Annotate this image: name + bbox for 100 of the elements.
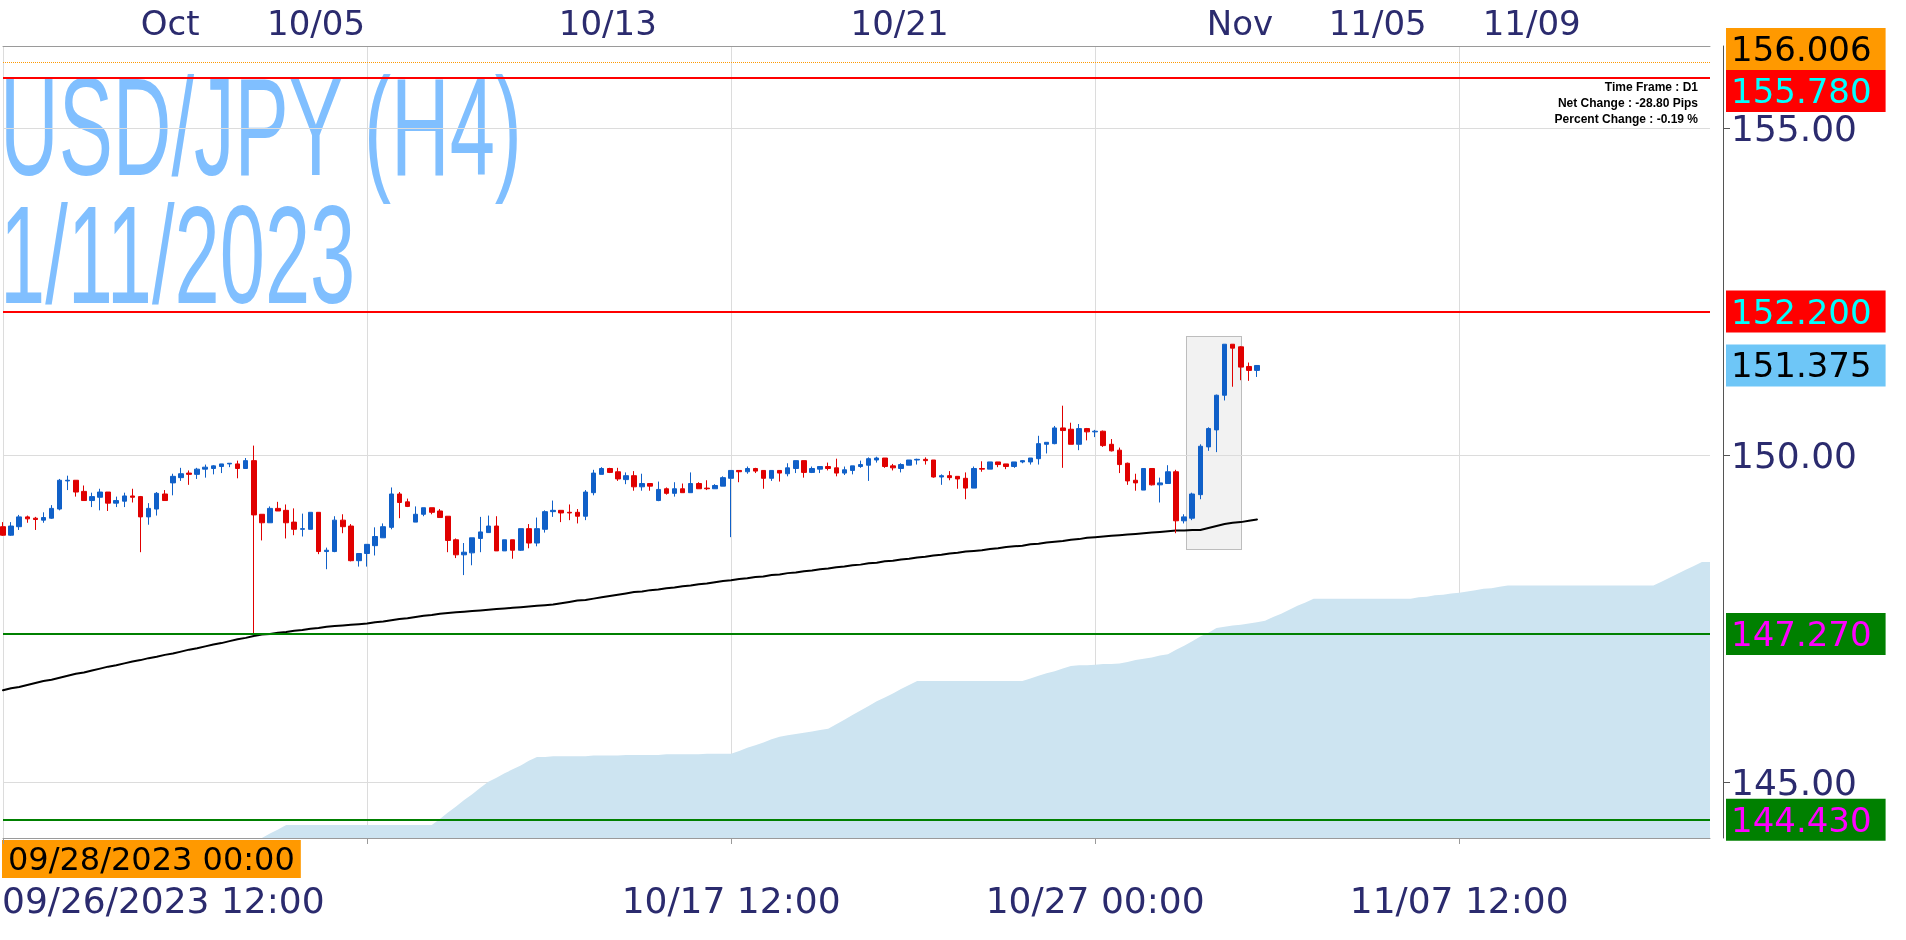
candlestick [1036, 435, 1041, 466]
y-tick-label: 150.00 [1731, 434, 1857, 476]
candlestick [890, 463, 896, 471]
text: 10/05 [267, 3, 366, 43]
candlestick [243, 457, 248, 469]
candlestick [1109, 438, 1114, 452]
text: 11/09 [1482, 3, 1581, 43]
annotation: Percent Change : -0.19 % [1554, 112, 1699, 126]
candlestick [1117, 447, 1122, 474]
candlestick [558, 509, 564, 523]
candlestick [300, 513, 305, 537]
candlestick [995, 461, 1001, 468]
candlestick [1149, 467, 1155, 486]
candlestick [987, 461, 993, 470]
candlestick [211, 464, 216, 475]
candlestick [421, 507, 426, 517]
candlestick [736, 469, 742, 483]
candlestick [623, 471, 629, 485]
annotation: Time Frame : D1 [1604, 80, 1699, 94]
candlestick [105, 491, 111, 512]
candlestick [534, 517, 540, 547]
candlestick [146, 502, 151, 526]
candlestick [1230, 343, 1235, 388]
candlestick [979, 460, 985, 473]
annotation: Net Change : -28.80 Pips [1557, 96, 1699, 110]
candlestick [809, 466, 815, 474]
candlestick [745, 466, 750, 475]
candlestick [939, 473, 944, 486]
candlestick [1133, 473, 1138, 492]
candlestick [429, 507, 435, 515]
candlestick [1214, 394, 1219, 453]
ref-line-label: 152.200 [1731, 291, 1872, 332]
candlestick [672, 481, 677, 498]
candlestick [348, 523, 354, 562]
candlestick [696, 481, 702, 490]
candlestick [41, 511, 46, 524]
candlestick [494, 515, 499, 552]
candlestick [785, 462, 790, 477]
text: 10/21 [850, 3, 949, 43]
candlestick [542, 509, 548, 534]
candlestick [947, 470, 952, 481]
candlestick [688, 471, 693, 494]
candlestick [267, 505, 273, 524]
text: 09/26/2023 12:00 [2, 879, 325, 921]
candlestick [372, 526, 378, 556]
candlestick [478, 516, 483, 553]
candlestick [130, 488, 135, 503]
candlestick [469, 537, 475, 566]
candlestick [1141, 467, 1146, 491]
candlestick [1028, 457, 1033, 466]
candlestick [49, 504, 54, 520]
line-series [2, 518, 1258, 692]
candlestick [235, 460, 240, 479]
candlestick [251, 445, 257, 635]
candlestick [906, 459, 912, 466]
candlestick [308, 511, 313, 530]
candlestick [445, 515, 451, 553]
candlestick [1084, 427, 1090, 441]
candlestick [8, 521, 14, 537]
candlestick [1198, 443, 1203, 500]
candlestick [575, 508, 580, 524]
candlestick [858, 460, 863, 469]
candlestick [413, 505, 418, 523]
candlestick [923, 456, 928, 466]
ref-line-label: 156.006 [1731, 29, 1872, 69]
candlestick [186, 469, 192, 486]
candlestick [154, 491, 159, 517]
candlestick [769, 469, 774, 482]
candlestick [461, 542, 467, 576]
candlestick [761, 469, 766, 490]
candlestick [1165, 464, 1171, 485]
candlestick [356, 553, 362, 568]
candlestick [664, 486, 669, 496]
text: 151.375 [1731, 345, 1872, 386]
candlestick [1222, 343, 1227, 401]
candlestick [639, 473, 645, 492]
candlestick [834, 458, 839, 477]
candlestick [389, 486, 394, 530]
candlestick [502, 539, 507, 552]
candlestick [728, 469, 734, 538]
candlestick [324, 547, 329, 570]
candlestick [801, 460, 807, 479]
x-tick-label: 11/07 12:00 [1349, 879, 1569, 921]
candlestick [97, 488, 103, 511]
candlestick [1092, 429, 1098, 438]
candlestick [194, 467, 200, 480]
candlestick [291, 507, 297, 536]
candlestick [850, 465, 855, 475]
candlestick [162, 489, 168, 502]
candlestick [631, 470, 637, 492]
candlestick [122, 492, 127, 508]
candlestick [138, 495, 143, 553]
candlestick [89, 492, 95, 508]
text: 11/05 [1328, 3, 1427, 43]
x-tick-label: 10/17 12:00 [621, 879, 841, 921]
candlestick [202, 464, 208, 479]
candlestick [591, 469, 596, 496]
text: Nov [1206, 3, 1274, 43]
candlestick [340, 513, 346, 534]
candlestick [971, 466, 977, 489]
